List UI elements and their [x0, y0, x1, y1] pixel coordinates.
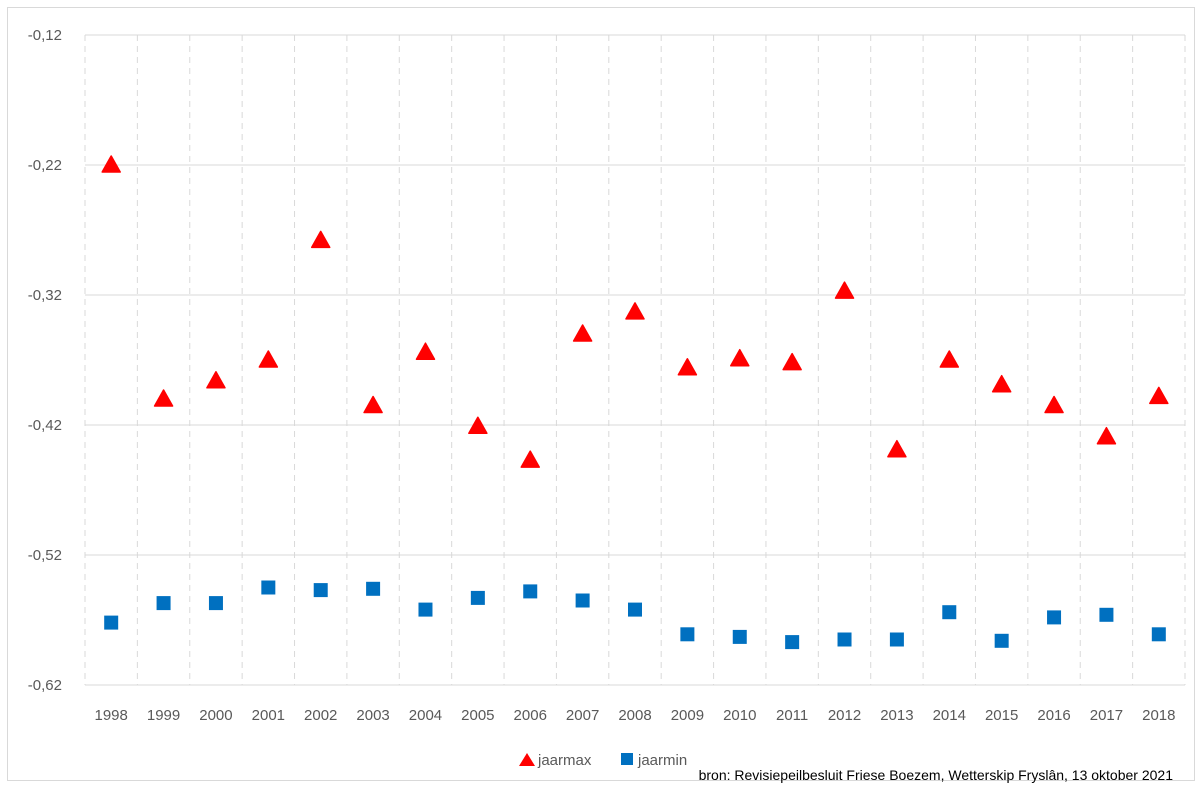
point-jaarmax — [1096, 426, 1117, 445]
y-tick-label: -0,12 — [28, 27, 62, 44]
point-jaarmin — [208, 596, 223, 611]
point-jaarmin — [313, 583, 328, 598]
x-tick-label: 1998 — [95, 707, 128, 724]
point-jaarmax — [258, 350, 279, 368]
point-jaarmax — [468, 416, 488, 435]
point-jaarmax — [834, 281, 855, 299]
point-jaarmin — [1099, 607, 1114, 622]
chart-frame — [7, 7, 1195, 781]
point-jaarmin — [785, 635, 800, 650]
point-jaarmax — [991, 374, 1012, 393]
x-tick-label: 2007 — [566, 707, 599, 724]
point-jaarmin — [156, 596, 171, 611]
x-tick-label: 2004 — [409, 707, 442, 724]
x-tick-label: 2018 — [1142, 707, 1175, 724]
point-jaarmax — [520, 450, 540, 468]
point-jaarmin — [1047, 610, 1062, 625]
x-tick-label: 2006 — [514, 707, 547, 724]
point-jaarmin — [470, 590, 485, 605]
x-tick-label: 2015 — [985, 707, 1018, 724]
y-tick-label: -0,42 — [28, 417, 62, 434]
x-tick-label: 2012 — [828, 707, 861, 724]
x-tick-label: 2001 — [252, 707, 285, 724]
point-jaarmax — [206, 371, 226, 389]
point-jaarmin — [1151, 627, 1166, 642]
x-tick-label: 2014 — [933, 707, 966, 724]
x-tick-label: 2000 — [199, 707, 232, 724]
point-jaarmin — [680, 627, 695, 642]
x-tick-label: 2016 — [1037, 707, 1070, 724]
y-tick-label: -0,22 — [28, 157, 62, 174]
y-tick-labels: -0,12 -0,22 -0,32 -0,42 -0,52 -0,62 — [28, 27, 62, 694]
point-jaarmax — [939, 350, 960, 368]
point-jaarmax — [310, 230, 331, 249]
point-jaarmax — [572, 324, 593, 342]
point-jaarmax — [153, 389, 174, 407]
point-jaarmax — [887, 439, 907, 458]
x-tick-label: 2009 — [671, 707, 704, 724]
x-tick-label: 2003 — [356, 707, 389, 724]
legend: jaarmax jaarmin — [519, 752, 687, 769]
point-jaarmin — [889, 632, 904, 647]
y-tick-label: -0,52 — [28, 547, 62, 564]
point-jaarmax — [363, 395, 383, 414]
source-caption: bron: Revisiepeilbesluit Friese Boezem, … — [698, 767, 1173, 783]
x-tick-label: 2002 — [304, 707, 337, 724]
legend-label-jaarmax: jaarmax — [537, 752, 592, 769]
x-tick-label: 2008 — [618, 707, 651, 724]
point-jaarmin — [732, 629, 747, 644]
point-jaarmin — [366, 581, 381, 596]
y-tick-label: -0,62 — [28, 677, 62, 694]
legend-marker-jaarmax — [519, 753, 535, 766]
point-jaarmin — [418, 602, 433, 617]
data-marks — [101, 155, 1169, 650]
point-jaarmax — [730, 348, 750, 367]
point-jaarmin — [523, 584, 538, 599]
y-gridlines — [85, 34, 1185, 686]
point-jaarmax — [415, 342, 436, 360]
x-tick-labels: 1998 1999 2000 2001 2002 2003 2004 2005 2006 2007… — [95, 707, 1176, 724]
point-jaarmin — [104, 615, 119, 630]
point-jaarmin — [628, 602, 642, 617]
x-gridlines — [84, 35, 1186, 685]
x-tick-label: 2017 — [1090, 707, 1123, 724]
y-tick-label: -0,32 — [28, 287, 62, 304]
point-jaarmax — [1149, 386, 1169, 405]
point-jaarmax — [1044, 395, 1064, 414]
point-jaarmax — [677, 358, 698, 376]
legend-marker-jaarmin — [621, 753, 633, 765]
x-tick-label: 2010 — [723, 707, 756, 724]
point-jaarmax — [782, 352, 802, 371]
point-jaarmin — [837, 632, 852, 647]
legend-label-jaarmin: jaarmin — [637, 752, 687, 769]
x-tick-label: 2005 — [461, 707, 494, 724]
point-jaarmin — [261, 580, 276, 595]
point-jaarmax — [625, 302, 645, 320]
point-jaarmin — [575, 593, 590, 608]
x-tick-label: 1999 — [147, 707, 180, 724]
x-tick-label: 2013 — [880, 707, 913, 724]
point-jaarmin — [942, 605, 957, 620]
point-jaarmax — [101, 155, 121, 173]
x-tick-label: 2011 — [776, 707, 808, 724]
point-jaarmin — [994, 633, 1009, 648]
